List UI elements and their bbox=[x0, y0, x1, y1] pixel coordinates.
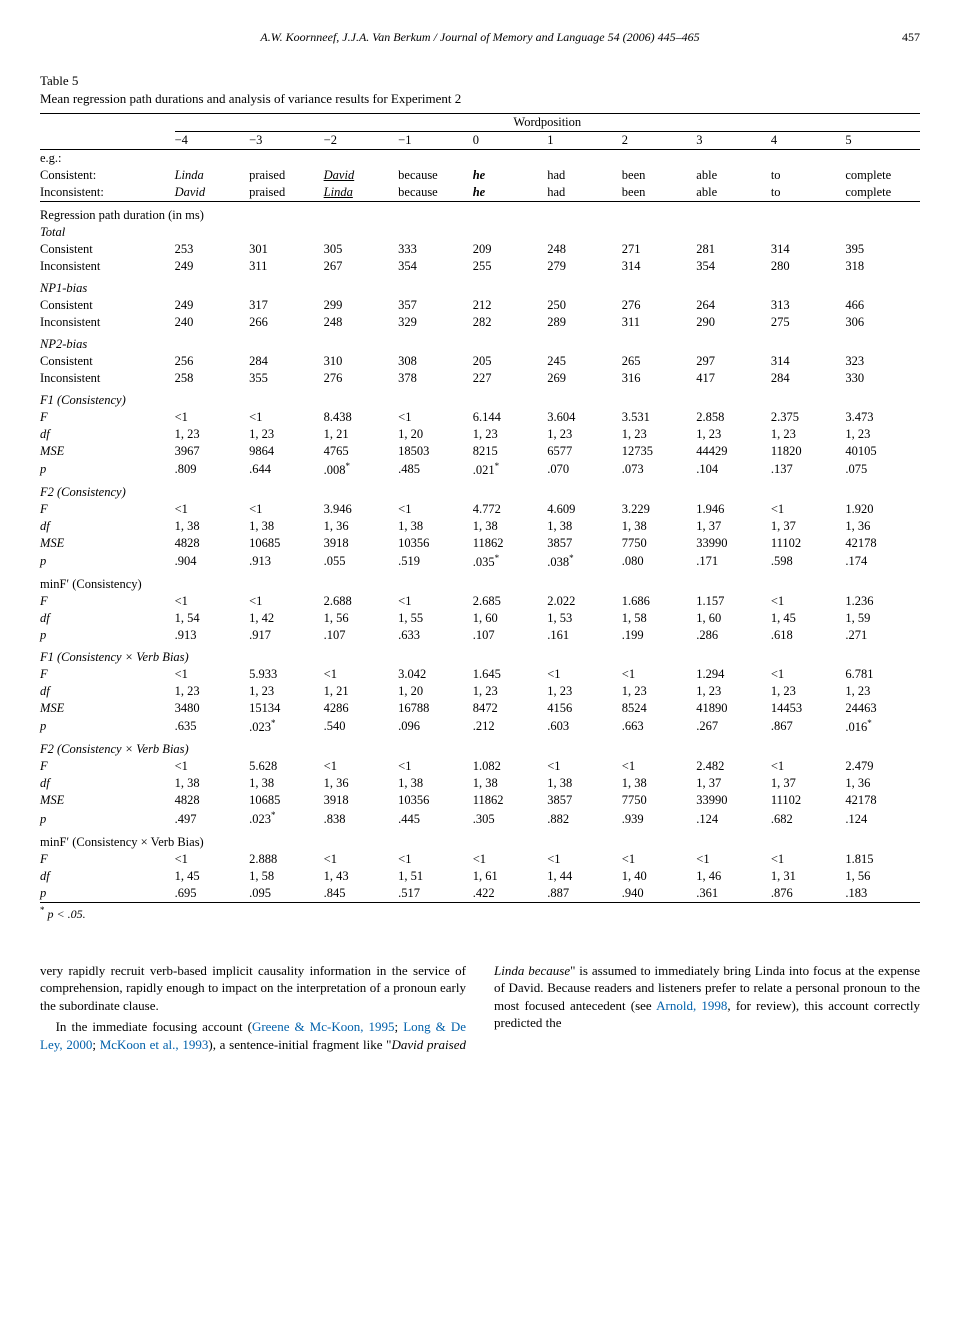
page-number: 457 bbox=[902, 30, 920, 45]
running-header: A.W. Koornneef, J.J.A. Van Berkum / Jour… bbox=[40, 30, 920, 45]
table-footnote: * p < .05. bbox=[40, 905, 920, 922]
ref-link[interactable]: McKoon bbox=[100, 1037, 146, 1052]
results-table: Wordposition−4−3−2−1012345e.g.:Consisten… bbox=[40, 113, 920, 903]
ref-link[interactable]: et al., 1993 bbox=[150, 1037, 209, 1052]
ref-link[interactable]: Greene & Mc-Koon, 1995 bbox=[252, 1019, 395, 1034]
citation: A.W. Koornneef, J.J.A. Van Berkum / Jour… bbox=[260, 30, 699, 44]
table-label: Table 5 bbox=[40, 73, 920, 89]
ref-link[interactable]: Arnold, 1998 bbox=[656, 998, 727, 1013]
table-caption: Mean regression path durations and analy… bbox=[40, 91, 920, 107]
body-text: very rapidly recruit verb-based implicit… bbox=[40, 962, 920, 1054]
